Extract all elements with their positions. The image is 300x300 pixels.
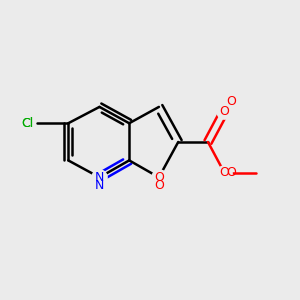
Text: N: N [95,179,104,192]
Text: O: O [219,166,229,179]
Text: N: N [95,171,104,184]
Text: Cl: Cl [21,117,34,130]
Text: O: O [154,171,164,184]
Text: O: O [219,105,229,118]
Text: O: O [226,95,236,108]
Text: O: O [226,166,236,179]
Text: Cl: Cl [21,117,34,130]
Text: O: O [154,179,164,192]
